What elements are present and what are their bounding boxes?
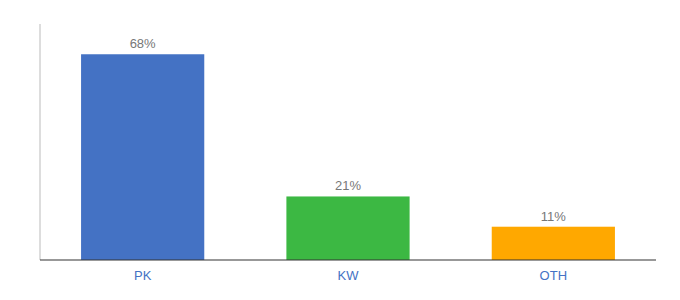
x-tick-label: PK — [134, 268, 152, 283]
bar — [492, 227, 615, 260]
chart-svg: PK KW OTH 68% 21% 11% — [0, 0, 680, 300]
data-label: 11% — [541, 209, 566, 224]
bar — [81, 54, 204, 260]
y-axis-line — [40, 24, 41, 260]
x-tick-label: OTH — [540, 268, 567, 283]
data-label: 68% — [130, 36, 156, 51]
bar — [286, 196, 409, 260]
chart-container: PK KW OTH 68% 21% 11% — [0, 0, 680, 300]
data-label: 21% — [335, 178, 361, 193]
bars — [81, 54, 615, 260]
x-axis-line — [40, 259, 656, 260]
x-tick-label: KW — [338, 268, 360, 283]
